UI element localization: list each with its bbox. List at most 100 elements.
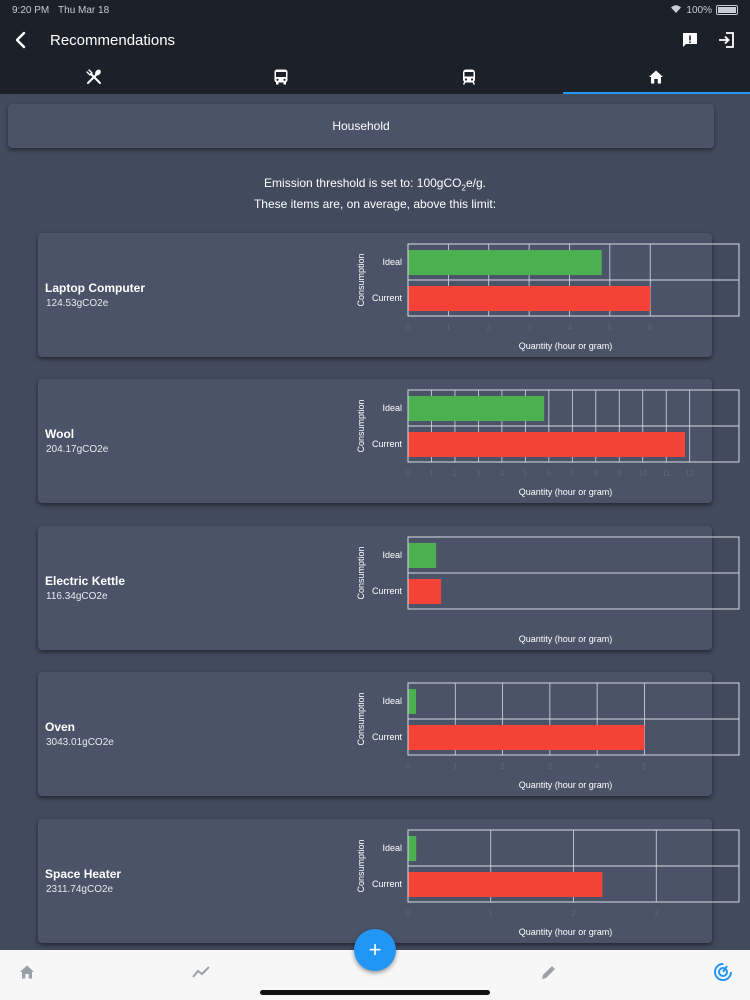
- tick-label: 1: [489, 909, 494, 918]
- status-right: 100%: [670, 4, 738, 17]
- category-label: Ideal: [382, 403, 402, 413]
- nav-statistics[interactable]: [189, 960, 213, 984]
- item-emission: 124.53gCO2e: [46, 298, 109, 309]
- home-icon: [20, 965, 34, 979]
- bar-ideal: [408, 396, 545, 421]
- chevron-left-icon: [15, 31, 26, 49]
- category-tabs: [0, 60, 750, 94]
- tab-food[interactable]: [0, 60, 188, 94]
- utensils-icon: [86, 69, 101, 84]
- tick-label: 10: [638, 469, 647, 478]
- home-indicator: [260, 990, 490, 995]
- tick-label: 1: [446, 323, 451, 332]
- add-button[interactable]: +: [354, 929, 396, 971]
- category-label: Current: [372, 439, 403, 449]
- consumption-chart: Ideal Current Quantity (hour or gram) Consu…: [356, 536, 740, 644]
- item-emission: 116.34gCO2e: [46, 591, 108, 602]
- consumption-chart: Ideal Current 0 1 2 3 Quantity (hour or gram) C…: [356, 829, 740, 937]
- category-label: Current: [372, 879, 403, 889]
- status-bar: 9:20 PM Thu Mar 18 100%: [0, 0, 750, 20]
- bar-current: [408, 579, 442, 604]
- tick-label: 0: [406, 909, 411, 918]
- train-icon: [462, 69, 475, 85]
- tab-household[interactable]: [562, 60, 750, 94]
- status-time: 9:20 PM: [12, 4, 50, 16]
- tick-label: 0: [406, 469, 411, 478]
- recommendation-card: Laptop Computer 124.53gCO2e Ideal Current 0 1…: [38, 233, 740, 357]
- bar-ideal: [408, 250, 602, 275]
- consumption-chart: Ideal Current 0 1 2 3 4 5 Quantity (hour or gram…: [356, 682, 740, 790]
- tick-label: 4: [500, 469, 505, 478]
- item-emission: 204.17gCO2e: [46, 444, 109, 455]
- tab-train[interactable]: [375, 60, 563, 94]
- tick-label: 6: [547, 469, 552, 478]
- nav-edit[interactable]: [537, 960, 561, 984]
- battery-icon: [716, 5, 738, 15]
- home-icon: [649, 70, 664, 84]
- tick-label: 12: [685, 469, 694, 478]
- bar-current: [408, 432, 686, 457]
- tick-label: 3: [654, 909, 659, 918]
- y-axis-title: Consumption: [356, 692, 366, 745]
- recommendation-card: Wool 204.17gCO2e Ideal Current 0 1 2 3 4 5 6 7 8 9 10 1…: [38, 379, 740, 503]
- logout-icon: [719, 32, 734, 48]
- threshold-line-1: Emission threshold is set to: 100gCO2e/g…: [0, 175, 750, 196]
- item-name: Oven: [45, 720, 76, 734]
- add-icon: +: [368, 937, 382, 962]
- recommendation-card: Space Heater 2311.74gCO2e Ideal Current 0 1 2 3…: [38, 819, 740, 943]
- tick-label: 3: [476, 469, 481, 478]
- tick-label: 2: [453, 469, 458, 478]
- category-label: Household: [332, 119, 390, 133]
- nav-home[interactable]: [15, 960, 39, 984]
- category-selector[interactable]: Household: [8, 104, 714, 148]
- item-name: Electric Kettle: [45, 574, 126, 588]
- consumption-chart: Ideal Current 0 1 2 3 4 5 6 Quantity (hour or gra…: [356, 243, 740, 351]
- trend-chart-icon: [192, 966, 210, 978]
- item-emission: 2311.74gCO2e: [46, 884, 114, 895]
- tick-label: 2: [571, 909, 576, 918]
- category-label: Current: [372, 732, 403, 742]
- battery-percent: 100%: [686, 4, 712, 16]
- item-name: Laptop Computer: [45, 281, 145, 295]
- tick-label: 3: [527, 323, 532, 332]
- tick-label: 1: [453, 762, 458, 771]
- y-axis-title: Consumption: [356, 839, 366, 892]
- x-axis-title: Quantity (hour or gram): [519, 341, 613, 351]
- x-axis-title: Quantity (hour or gram): [519, 927, 613, 937]
- tick-label: 5: [642, 762, 647, 771]
- pencil-icon: [542, 966, 555, 979]
- tick-label: 8: [594, 469, 599, 478]
- recommendation-card: Oven 3043.01gCO2e Ideal Current 0 1 2 3 4 5 Quanti…: [38, 672, 740, 796]
- bar-current: [408, 872, 603, 897]
- bar-ideal: [408, 543, 437, 568]
- tick-label: 5: [608, 323, 613, 332]
- tick-label: 11: [662, 469, 671, 478]
- bar-ideal: [408, 689, 417, 714]
- threshold-prefix: Emission threshold is set to: 100gCO: [264, 176, 462, 190]
- status-date: Thu Mar 18: [58, 4, 110, 16]
- logout-button[interactable]: [708, 20, 744, 60]
- recommendation-card: Electric Kettle 116.34gCO2e Ideal Current Qu…: [38, 526, 740, 650]
- tick-label: 0: [406, 762, 411, 771]
- tick-label: 6: [648, 323, 653, 332]
- back-button[interactable]: [0, 20, 40, 60]
- y-axis-title: Consumption: [356, 253, 366, 306]
- tick-label: 2: [500, 762, 505, 771]
- nav-footprint[interactable]: [711, 960, 735, 984]
- tab-bus[interactable]: [188, 60, 376, 94]
- threshold-info: Emission threshold is set to: 100gCO2e/g…: [0, 175, 750, 212]
- app-bar: Recommendations: [0, 20, 750, 60]
- threshold-subscript: 2: [461, 183, 466, 193]
- tick-label: 3: [548, 762, 553, 771]
- tick-label: 7: [570, 469, 575, 478]
- threshold-line-2: These items are, on average, above this …: [253, 197, 497, 212]
- tick-label: 2: [487, 323, 492, 332]
- status-left: 9:20 PM Thu Mar 18: [12, 5, 109, 16]
- x-axis-title: Quantity (hour or gram): [519, 634, 613, 644]
- category-label: Current: [372, 293, 403, 303]
- feedback-button[interactable]: [672, 20, 708, 60]
- tick-label: 1: [429, 469, 434, 478]
- category-label: Ideal: [382, 257, 402, 267]
- category-label: Ideal: [382, 550, 402, 560]
